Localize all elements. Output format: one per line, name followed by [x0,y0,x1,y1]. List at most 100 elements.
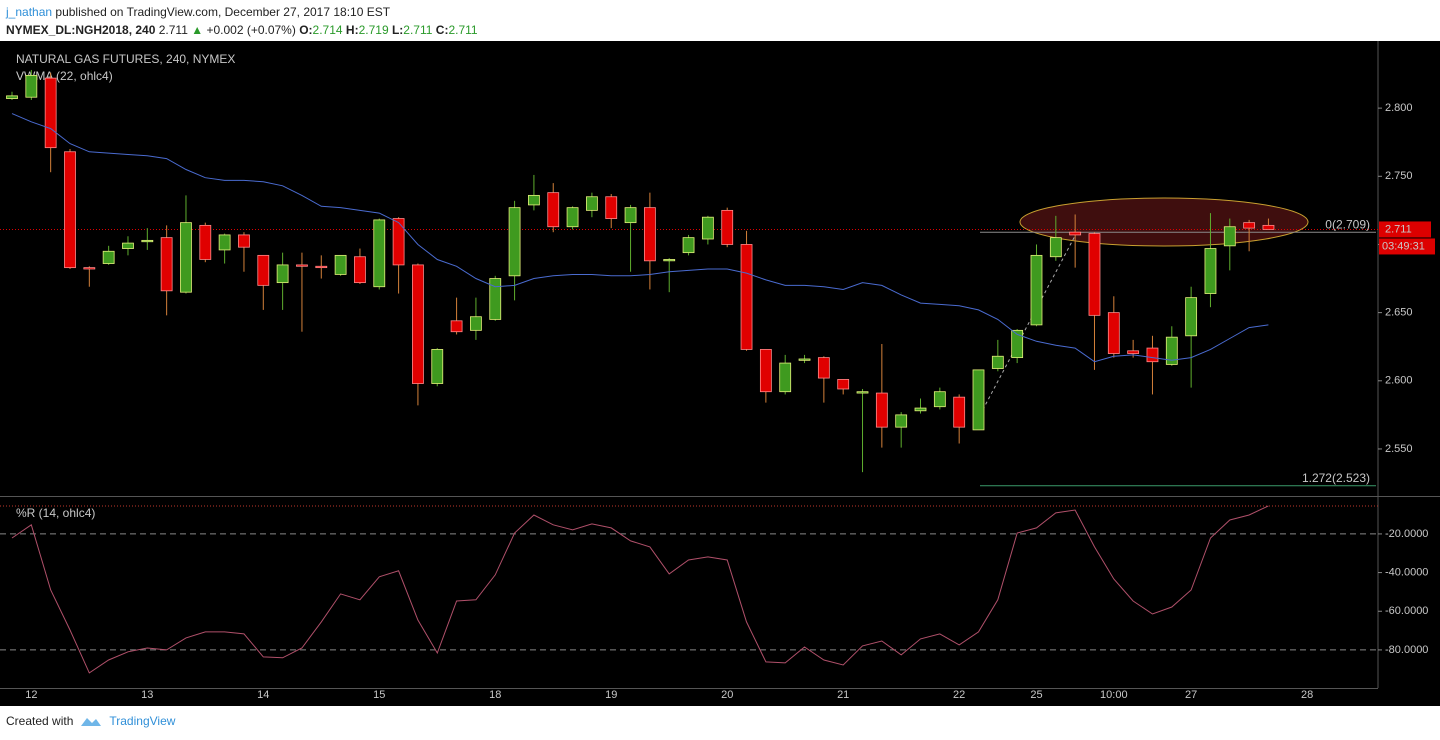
candle-body [1069,231,1082,236]
candle-body [682,237,695,254]
fib-label: 1.272(2.523) [1302,471,1370,485]
candle-body [1204,248,1217,294]
candle-body [759,349,772,393]
candle-body [701,216,714,240]
x-tick-label: 18 [489,689,501,701]
candle-body [663,259,676,262]
ohlc-label: C: [435,23,449,37]
candle-body [528,194,540,206]
x-tick-label: 19 [605,689,617,701]
ohlc-value: 2.719 [358,23,389,37]
candle-body [412,264,424,384]
candle-body [64,151,76,269]
candle-body [933,391,946,408]
brand[interactable]: TradingView [109,714,176,728]
symbol: NYMEX_DL:NGH2018, 240 [6,23,156,37]
up-arrow: ▲ [191,23,204,37]
candle-body [508,207,521,277]
candle-body [586,196,598,211]
candle-body [991,355,1004,369]
candle-body [83,267,96,270]
chart-background [0,41,1440,706]
y-tick-label: -60.0000 [1385,605,1428,617]
candle-body [721,209,734,245]
y-tick-label: -80.0000 [1385,644,1428,656]
candle-body [180,222,192,293]
candle-body [798,358,811,361]
candle-body [1030,254,1043,326]
candle-body [1223,226,1236,247]
y-tick-label: 2.650 [1385,307,1413,319]
ohlc-label: H: [345,23,359,37]
candle-body [817,357,830,379]
published: published on TradingView.com, December 2… [55,5,391,19]
candle-body [1127,350,1140,354]
header-line: j_nathan published on TradingView.com, D… [6,3,478,21]
highlight-ellipse [1019,197,1309,247]
candle-body [334,254,347,275]
candle-body [25,75,38,98]
candle-body [276,264,289,284]
candle-body [257,254,270,286]
y-tick-label: 2.800 [1385,102,1413,114]
ohlc-label: L: [391,23,404,37]
candle-body [122,242,134,249]
ohlc-value: 2.711 [403,23,433,37]
candle-body [470,316,482,331]
author[interactable]: j_nathan [6,5,53,19]
candle-body [141,239,154,243]
candle-body [238,234,250,248]
y-tick-label: 2.600 [1385,375,1413,387]
series-line [11,113,1269,363]
candle-body [605,196,618,219]
candle-body [1243,222,1256,229]
candle-body [354,256,366,284]
candle-body [875,392,888,428]
candle-body [779,362,792,393]
last-price-box [1379,221,1431,238]
chart-title: NATURAL GAS FUTURES, 240, NYMEX [16,52,235,66]
candle-body [199,224,212,260]
ohlc: O:2.714 H:2.719 L:2.711 C:2.711 [296,23,478,37]
candle-body [1146,347,1159,363]
x-tick-label: 14 [257,689,269,701]
x-tick-label: 12 [25,689,37,701]
x-tick-label: 25 [1030,689,1042,701]
candle-body [972,369,985,431]
footer: Created with TradingView [6,714,175,728]
y-tick-label: 2.550 [1385,443,1413,455]
legend-entry: %R (14, ohlc4) [16,506,95,520]
candle-body [1165,336,1178,365]
x-tick-label: 21 [837,689,849,701]
x-tick-label: 15 [373,689,385,701]
candle-body [296,264,308,267]
candle-body [856,391,869,394]
candle-body [218,234,231,251]
ohlc-value: 2.711 [448,23,478,37]
x-tick-label: 20 [721,689,733,701]
y-tick-label: -40.0000 [1385,566,1428,578]
fib-label: 0(2.709) [1325,217,1370,231]
y-tick-label: 2.750 [1385,170,1413,182]
series-line [11,505,1269,674]
candle-body [392,218,405,266]
change: +0.002 (+0.07%) [206,23,296,37]
candle-body [1088,233,1101,316]
countdown-label: 03:49:31 [1382,240,1425,252]
header: j_nathan published on TradingView.com, D… [6,3,478,39]
candle-body [1262,224,1275,230]
candle-body [450,320,463,333]
x-tick-label: 10:00 [1100,689,1128,701]
candle-body [624,207,637,224]
candle-body [837,379,850,390]
candle-body [895,414,908,428]
candle-body [373,219,386,288]
candle-body [431,349,444,384]
header-line: NYMEX_DL:NGH2018, 240 2.711 ▲ +0.002 (+0… [6,21,478,39]
trend-line [979,233,1077,416]
candle-body [547,192,560,228]
candle-body [489,278,502,320]
x-tick-label: 28 [1301,689,1313,701]
logo [81,718,102,726]
